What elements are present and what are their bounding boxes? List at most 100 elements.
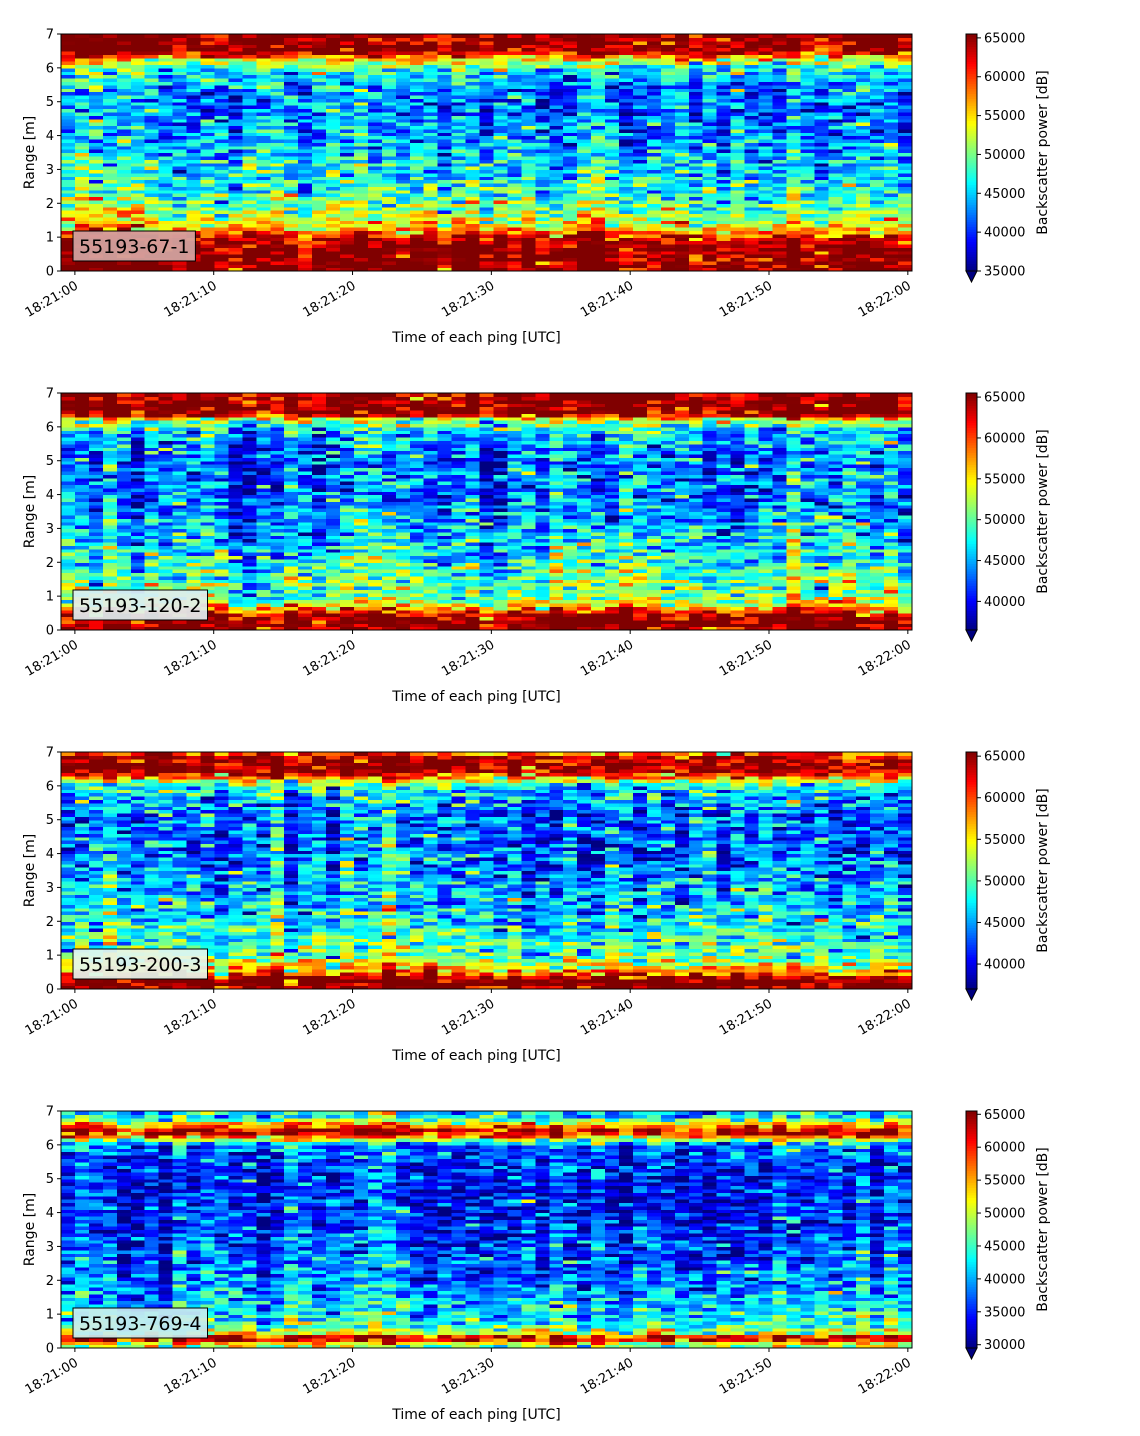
- heatmap-cell: [326, 247, 341, 252]
- heatmap-cell: [367, 210, 383, 215]
- heatmap-cell: [437, 267, 453, 272]
- heatmap-cell: [186, 122, 202, 127]
- heatmap-cell: [409, 230, 425, 235]
- heatmap-cell: [116, 189, 132, 194]
- heatmap-cell: [367, 186, 383, 191]
- heatmap-cell: [158, 34, 174, 38]
- heatmap-cell: [130, 193, 146, 198]
- heatmap-cell: [326, 135, 341, 140]
- heatmap-cell: [340, 250, 355, 255]
- heatmap-cell: [298, 152, 313, 157]
- heatmap-cell: [242, 118, 257, 123]
- heatmap-cell: [270, 237, 285, 242]
- heatmap-cell: [521, 182, 536, 187]
- heatmap-cell: [381, 128, 397, 133]
- heatmap-cell: [409, 74, 425, 79]
- heatmap-cell: [88, 105, 104, 110]
- heatmap-cell: [256, 223, 271, 228]
- heatmap-cell: [61, 216, 76, 221]
- heatmap-cell: [284, 155, 299, 160]
- heatmap-cell: [270, 101, 285, 106]
- heatmap-cell: [158, 210, 174, 215]
- colorbar-tick-label: 45000: [984, 187, 1025, 202]
- heatmap-cell: [493, 247, 509, 252]
- heatmap-cell: [340, 132, 355, 137]
- heatmap-cell: [465, 169, 481, 174]
- heatmap-cell: [242, 172, 257, 177]
- heatmap-cell: [74, 149, 90, 154]
- heatmap-cell: [535, 142, 550, 147]
- heatmap-cell: [74, 128, 90, 133]
- heatmap-cell: [186, 145, 202, 150]
- heatmap-cell: [437, 179, 453, 184]
- heatmap-cell: [367, 172, 383, 177]
- heatmap-cell: [479, 128, 495, 133]
- heatmap-cell: [507, 220, 522, 225]
- heatmap-cell: [228, 193, 243, 198]
- heatmap-cell: [158, 159, 174, 164]
- heatmap-cell: [200, 176, 216, 181]
- heatmap-cell: [158, 40, 174, 45]
- heatmap-cell: [465, 135, 481, 140]
- heatmap-cell: [88, 108, 104, 113]
- heatmap-cell: [326, 176, 341, 181]
- heatmap-cell: [298, 220, 313, 225]
- heatmap-cell: [116, 166, 132, 171]
- heatmap-cell: [507, 196, 522, 201]
- heatmap-cell: [479, 101, 495, 106]
- heatmap-cell: [549, 230, 564, 235]
- heatmap-cell: [535, 105, 550, 110]
- heatmap-cell: [116, 37, 132, 42]
- heatmap-cell: [535, 101, 550, 106]
- heatmap-cell: [479, 138, 495, 143]
- heatmap-cell: [200, 84, 216, 89]
- heatmap-cell: [186, 220, 202, 225]
- heatmap-cell: [381, 216, 397, 221]
- heatmap-cell: [270, 240, 285, 245]
- heatmap-cell: [102, 226, 118, 231]
- heatmap-cell: [395, 166, 411, 171]
- heatmap-cell: [102, 264, 118, 269]
- heatmap-cell: [535, 81, 550, 86]
- heatmap-cell: [130, 159, 146, 164]
- heatmap-cell: [228, 226, 243, 231]
- heatmap-cell: [158, 78, 174, 82]
- heatmap-cell: [214, 213, 230, 218]
- heatmap-cell: [144, 182, 160, 187]
- heatmap-cell: [130, 155, 146, 160]
- heatmap-cell: [144, 78, 160, 82]
- heatmap-cell: [102, 78, 118, 82]
- heatmap-cell: [186, 118, 202, 123]
- heatmap-cell: [312, 213, 327, 218]
- heatmap-cell: [186, 44, 202, 49]
- heatmap-cell: [186, 182, 202, 187]
- heatmap-cell: [144, 226, 160, 231]
- heatmap-cell: [535, 34, 550, 38]
- heatmap-cell: [465, 149, 481, 154]
- heatmap-cell: [549, 122, 564, 127]
- heatmap-cell: [367, 220, 383, 225]
- heatmap-cell: [228, 118, 243, 123]
- heatmap-cell: [451, 264, 467, 269]
- heatmap-cell: [326, 61, 341, 66]
- heatmap-cell: [186, 50, 202, 55]
- heatmap-cell: [367, 142, 383, 147]
- heatmap-cell: [340, 196, 355, 201]
- heatmap-cell: [214, 199, 230, 204]
- heatmap-cell: [270, 67, 285, 72]
- heatmap-cell: [158, 47, 174, 52]
- heatmap-cell: [409, 122, 425, 127]
- heatmap-cell: [200, 257, 216, 262]
- heatmap-cell: [144, 138, 160, 143]
- heatmap-cell: [535, 169, 550, 174]
- heatmap-cell: [563, 260, 578, 265]
- heatmap-cell: [549, 67, 564, 72]
- heatmap-cell: [423, 216, 439, 221]
- heatmap-cell: [298, 237, 313, 242]
- heatmap-cell: [270, 213, 285, 218]
- heatmap-cell: [353, 135, 369, 140]
- heatmap-cell: [270, 64, 285, 69]
- heatmap-cell: [130, 149, 146, 154]
- heatmap-cell: [479, 243, 495, 248]
- heatmap-cell: [214, 203, 230, 208]
